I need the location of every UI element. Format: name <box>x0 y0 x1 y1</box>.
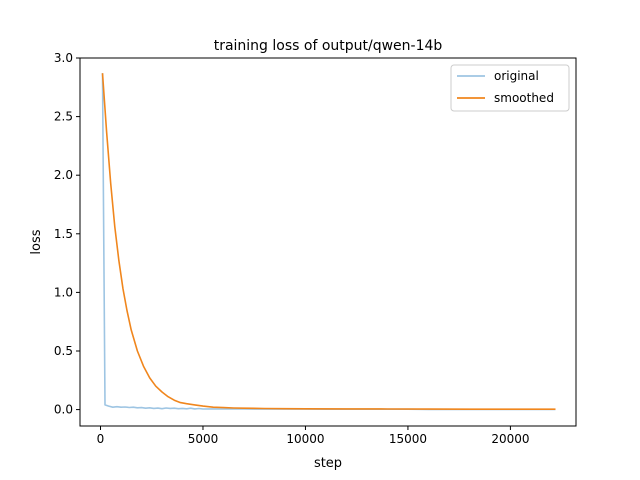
y-tick-label: 3.0 <box>54 51 73 65</box>
y-axis: 0.0 0.5 1.0 1.5 2.0 2.5 3.0 <box>54 51 80 417</box>
legend-label-original: original <box>494 69 539 83</box>
axes-frame <box>79 57 577 427</box>
x-tick-label: 15000 <box>389 432 427 446</box>
x-tick-label: 10000 <box>286 432 324 446</box>
y-tick-label: 1.5 <box>54 227 73 241</box>
legend: original smoothed <box>450 64 570 112</box>
x-axis: 0 5000 10000 15000 20000 <box>97 426 530 446</box>
x-tick-label: 5000 <box>188 432 219 446</box>
y-tick-label: 0.5 <box>54 344 73 358</box>
y-axis-label: loss <box>29 229 44 254</box>
series-line-smoothed <box>101 73 556 411</box>
legend-label-smoothed: smoothed <box>494 91 554 105</box>
x-tick-label: 20000 <box>491 432 529 446</box>
y-tick-label: 0.0 <box>54 403 73 417</box>
y-tick-label: 2.0 <box>54 168 73 182</box>
y-tick-label: 1.0 <box>54 285 73 299</box>
x-axis-label: step <box>314 456 342 471</box>
x-tick-label: 0 <box>97 432 105 446</box>
chart-title: training loss of output/qwen-14b <box>214 38 443 54</box>
plot-area <box>101 73 556 411</box>
y-tick-label: 2.5 <box>54 110 73 124</box>
